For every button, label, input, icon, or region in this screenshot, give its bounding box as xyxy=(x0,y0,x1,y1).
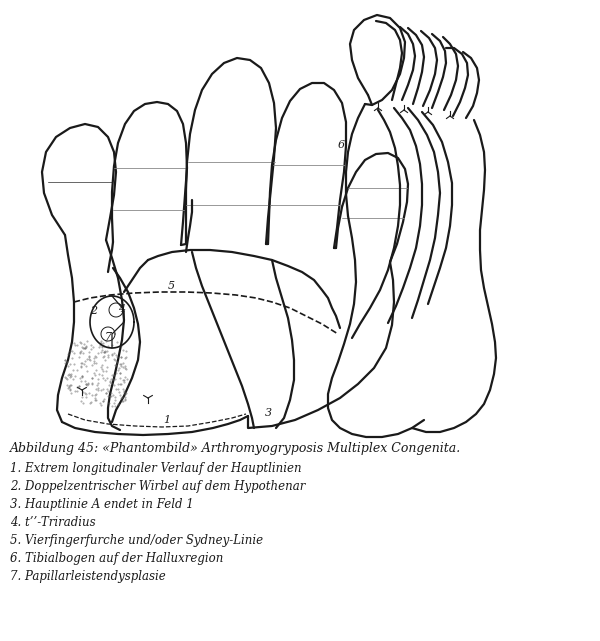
Text: 2. Doppelzentrischer Wirbel auf dem Hypothenar: 2. Doppelzentrischer Wirbel auf dem Hypo… xyxy=(10,480,305,493)
Text: 2: 2 xyxy=(90,306,97,316)
Text: 7: 7 xyxy=(105,332,112,342)
Text: 6. Tibialbogen auf der Halluxregion: 6. Tibialbogen auf der Halluxregion xyxy=(10,552,223,565)
Text: 5. Vierfingerfurche und/oder Sydney-Linie: 5. Vierfingerfurche und/oder Sydney-Lini… xyxy=(10,534,263,547)
Text: Abbildung 45: «Phantombild» Arthromyogryposis Multiplex Congenita.: Abbildung 45: «Phantombild» Arthromyogry… xyxy=(10,442,461,455)
Text: 3. Hauptlinie A endet in Feld 1: 3. Hauptlinie A endet in Feld 1 xyxy=(10,498,194,511)
Text: 4: 4 xyxy=(118,304,125,314)
Text: 1: 1 xyxy=(163,415,170,425)
Text: 1. Extrem longitudinaler Verlauf der Hauptlinien: 1. Extrem longitudinaler Verlauf der Hau… xyxy=(10,462,302,475)
Text: 5: 5 xyxy=(168,281,175,291)
Text: 7. Papillarleistendysplasie: 7. Papillarleistendysplasie xyxy=(10,570,166,583)
Text: 6: 6 xyxy=(338,140,345,150)
Text: 3: 3 xyxy=(265,408,272,418)
Text: 4. t’’-Triradius: 4. t’’-Triradius xyxy=(10,516,95,529)
